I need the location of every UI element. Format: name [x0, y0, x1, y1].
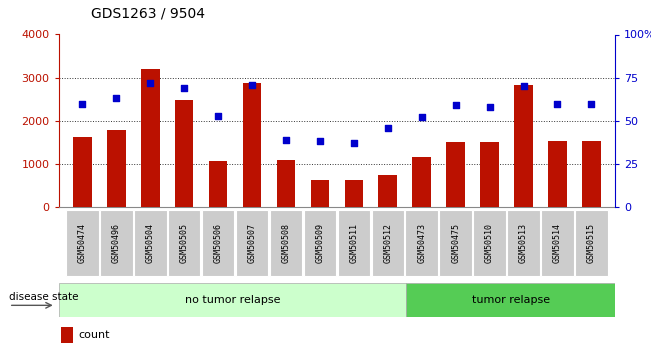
Text: GSM50504: GSM50504 [146, 223, 155, 263]
Bar [209, 161, 227, 207]
Bar [73, 137, 92, 207]
Text: GSM50513: GSM50513 [519, 223, 528, 263]
Point [383, 125, 393, 130]
Text: GSM50496: GSM50496 [112, 223, 121, 263]
Point [111, 96, 122, 101]
Bar [107, 130, 126, 207]
Bar [378, 175, 397, 207]
Text: GSM50509: GSM50509 [316, 223, 324, 263]
Point [484, 104, 495, 110]
Text: no tumor relapse: no tumor relapse [185, 295, 281, 305]
Text: GSM50507: GSM50507 [247, 223, 256, 263]
Point [552, 101, 562, 106]
Bar [338, 210, 370, 276]
Bar [412, 157, 431, 207]
Point [314, 139, 325, 144]
Point [179, 85, 189, 91]
Text: GSM50511: GSM50511 [350, 223, 358, 263]
Bar [168, 210, 201, 276]
Text: GSM50473: GSM50473 [417, 223, 426, 263]
Bar [66, 210, 99, 276]
Bar [59, 283, 406, 317]
Text: GSM50506: GSM50506 [214, 223, 223, 263]
Bar [311, 180, 329, 207]
Text: GSM50474: GSM50474 [78, 223, 87, 263]
Text: GSM50508: GSM50508 [281, 223, 290, 263]
Text: GSM50514: GSM50514 [553, 223, 562, 263]
Bar [202, 210, 234, 276]
Point [417, 115, 427, 120]
Text: GSM50512: GSM50512 [383, 223, 393, 263]
Bar [175, 100, 193, 207]
Bar [548, 141, 567, 207]
Point [77, 101, 87, 106]
Text: tumor relapse: tumor relapse [472, 295, 550, 305]
Bar [541, 210, 574, 276]
Bar [270, 210, 302, 276]
Bar [243, 83, 262, 207]
Bar [406, 283, 615, 317]
Text: GSM50510: GSM50510 [485, 223, 494, 263]
Bar [473, 210, 506, 276]
Bar [61, 327, 72, 343]
Text: GSM50505: GSM50505 [180, 223, 189, 263]
Point [145, 80, 156, 86]
Bar [507, 210, 540, 276]
Bar [514, 85, 533, 207]
Bar [100, 210, 133, 276]
Point [518, 83, 529, 89]
Bar [277, 160, 296, 207]
Point [281, 137, 291, 142]
Bar [575, 210, 608, 276]
Point [349, 140, 359, 146]
Text: GDS1263 / 9504: GDS1263 / 9504 [91, 7, 205, 21]
Bar [141, 69, 159, 207]
Bar [447, 142, 465, 207]
Text: GSM50475: GSM50475 [451, 223, 460, 263]
Bar [480, 142, 499, 207]
Text: disease state: disease state [8, 292, 78, 302]
Bar [344, 180, 363, 207]
Bar [236, 210, 268, 276]
Point [247, 82, 257, 87]
Point [213, 113, 223, 118]
Bar [134, 210, 167, 276]
Bar [582, 141, 601, 207]
Point [450, 102, 461, 108]
Text: GSM50515: GSM50515 [587, 223, 596, 263]
Bar [303, 210, 336, 276]
Bar [439, 210, 472, 276]
Bar [406, 210, 438, 276]
Bar [372, 210, 404, 276]
Point [587, 101, 597, 106]
Text: count: count [78, 330, 109, 340]
